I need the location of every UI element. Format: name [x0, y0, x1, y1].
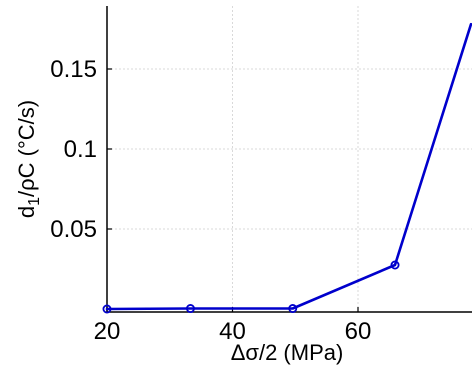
x-axis-title: Δσ/2 (MPa) [231, 340, 344, 365]
x-tick-label: 40 [219, 318, 246, 345]
y-tick-label: 0.05 [50, 216, 97, 243]
y-axis-title: d1/ρC (°C/s) [14, 100, 43, 218]
data-point-marker [185, 304, 195, 314]
x-tick-label: 60 [345, 318, 372, 345]
y-tick-label: 0.15 [50, 56, 97, 83]
ticks: 20 40 60 0.05 0.1 0.15 [50, 56, 371, 345]
y-tick-label: 0.1 [64, 136, 97, 163]
data-point-marker [390, 260, 400, 270]
series-line [105, 22, 472, 311]
x-tick-label: 20 [94, 318, 121, 345]
axes [106, 6, 472, 313]
grid [107, 6, 472, 312]
data-point-marker [288, 304, 298, 314]
data-point-marker [102, 304, 112, 314]
series-layer [102, 22, 472, 314]
